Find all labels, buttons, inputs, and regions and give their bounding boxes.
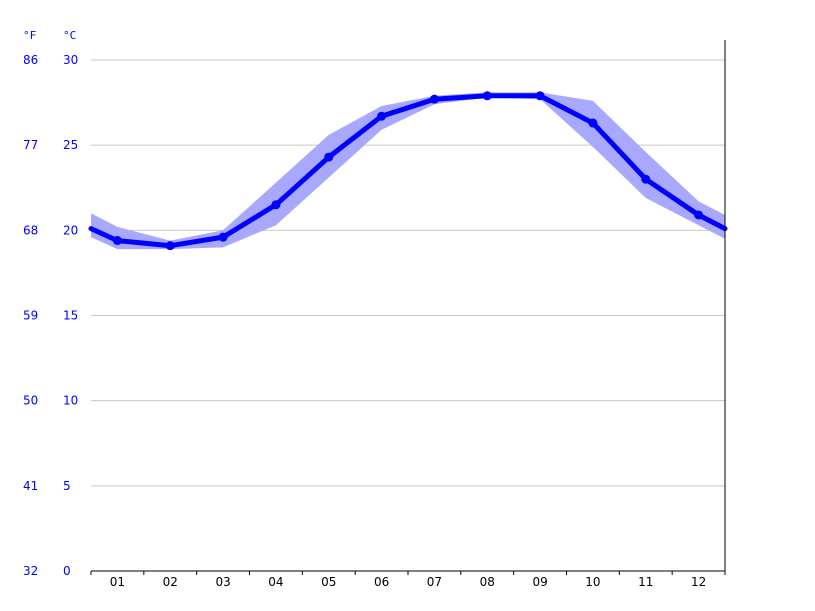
data-point — [377, 111, 387, 121]
axes — [90, 40, 726, 575]
x-tick-label: 12 — [691, 575, 706, 589]
data-point — [694, 210, 704, 220]
data-point — [271, 200, 281, 210]
x-tick-label: 02 — [163, 575, 178, 589]
grid-lines — [91, 59, 725, 487]
x-tick-label: 01 — [110, 575, 125, 589]
data-point — [324, 152, 334, 162]
fahrenheit-unit-label: °F — [23, 29, 36, 42]
axis-labels: 86 30 77 25 68 20 59 15 50 10 41 5 32 0 °F °C 01 02 03 04 05… — [23, 29, 706, 589]
data-point — [588, 118, 598, 128]
x-tick-label: 11 — [638, 575, 653, 589]
data-point — [535, 91, 545, 101]
y-tick-label-c: 20 — [63, 223, 78, 237]
y-tick-label-c: 5 — [63, 479, 71, 493]
y-tick-label-f: 59 — [23, 309, 38, 323]
y-tick-label-c: 15 — [63, 309, 78, 323]
data-point — [112, 236, 122, 246]
y-tick-label-c: 25 — [63, 138, 78, 152]
y-tick-label-f: 41 — [23, 479, 38, 493]
y-tick-label-f: 68 — [23, 223, 38, 237]
x-tick-label: 09 — [532, 575, 547, 589]
celsius-unit-label: °C — [63, 29, 76, 42]
x-tick-label: 07 — [427, 575, 442, 589]
y-tick-label-f: 32 — [23, 564, 38, 578]
x-tick-label: 06 — [374, 575, 389, 589]
x-tick-label: 04 — [268, 575, 283, 589]
data-point — [165, 241, 175, 251]
y-tick-label-c: 30 — [63, 53, 78, 67]
data-point — [218, 232, 228, 242]
x-tick-label: 05 — [321, 575, 336, 589]
y-tick-label-f: 77 — [23, 138, 38, 152]
y-tick-label-f: 50 — [23, 394, 38, 408]
y-tick-label-f: 86 — [23, 53, 38, 67]
temperature-range-band — [91, 92, 725, 250]
temperature-series — [88, 91, 728, 251]
data-point — [482, 91, 492, 101]
y-tick-label-c: 10 — [63, 394, 78, 408]
x-tick-label: 08 — [480, 575, 495, 589]
x-tick-label: 10 — [585, 575, 600, 589]
temperature-line — [88, 93, 728, 249]
data-point — [641, 174, 651, 184]
data-point — [429, 94, 439, 104]
y-tick-label-c: 0 — [63, 564, 71, 578]
range-band — [91, 92, 725, 250]
x-tick-label: 03 — [215, 575, 230, 589]
